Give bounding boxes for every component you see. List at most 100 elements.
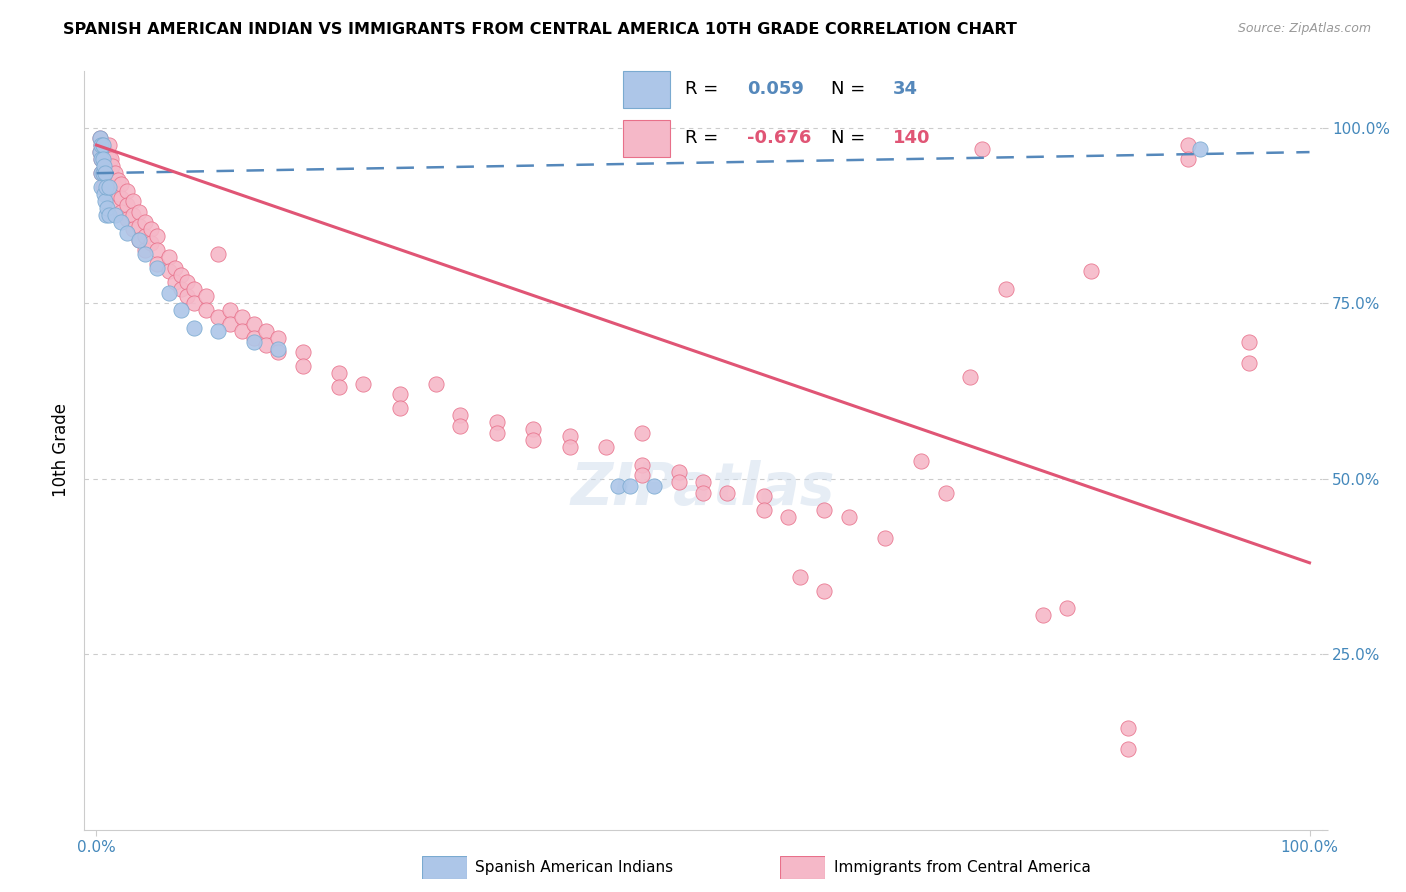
Text: Source: ZipAtlas.com: Source: ZipAtlas.com xyxy=(1237,22,1371,36)
Point xyxy=(104,208,127,222)
Point xyxy=(1032,608,1054,623)
Text: N =: N = xyxy=(831,80,870,98)
Point xyxy=(96,152,118,166)
Point xyxy=(558,429,581,443)
Point xyxy=(91,166,114,180)
Point xyxy=(716,485,738,500)
Point xyxy=(170,282,193,296)
Point xyxy=(91,152,114,166)
Point xyxy=(388,387,411,401)
Point xyxy=(194,303,217,318)
Point xyxy=(291,345,314,359)
Point xyxy=(267,342,290,356)
Point xyxy=(89,131,111,145)
Point xyxy=(207,324,229,338)
Point xyxy=(1116,741,1139,756)
Point xyxy=(91,180,114,194)
Point xyxy=(110,215,132,229)
Text: SPANISH AMERICAN INDIAN VS IMMIGRANTS FROM CENTRAL AMERICA 10TH GRADE CORRELATIO: SPANISH AMERICAN INDIAN VS IMMIGRANTS FR… xyxy=(63,22,1017,37)
Point xyxy=(449,418,471,433)
Point xyxy=(1177,152,1199,166)
Point xyxy=(93,159,115,173)
Point xyxy=(388,401,411,416)
Point xyxy=(115,226,138,240)
Point xyxy=(101,159,124,173)
Point xyxy=(631,425,654,440)
Point xyxy=(157,264,180,278)
Text: ZIPatlas: ZIPatlas xyxy=(571,460,835,516)
Point xyxy=(619,478,641,492)
Text: Spanish American Indians: Spanish American Indians xyxy=(475,861,673,875)
Point xyxy=(692,475,714,489)
Point xyxy=(128,204,150,219)
Point xyxy=(89,131,111,145)
Point xyxy=(134,247,156,261)
Point xyxy=(607,478,630,492)
Text: R =: R = xyxy=(685,80,724,98)
Point xyxy=(267,331,290,345)
Y-axis label: 10th Grade: 10th Grade xyxy=(52,403,70,498)
Point xyxy=(219,303,242,318)
Point xyxy=(93,142,115,156)
Point xyxy=(485,425,508,440)
Point xyxy=(134,229,156,244)
Point xyxy=(959,369,981,384)
Point xyxy=(110,177,132,191)
Point xyxy=(115,211,138,226)
Point xyxy=(90,180,112,194)
Point xyxy=(449,409,471,423)
Text: 34: 34 xyxy=(893,80,918,98)
Point xyxy=(352,376,374,391)
Point xyxy=(1237,334,1260,349)
Point xyxy=(107,187,129,202)
Point xyxy=(134,215,156,229)
Text: 0.059: 0.059 xyxy=(747,80,804,98)
Point xyxy=(128,233,150,247)
Point xyxy=(935,485,957,500)
Point xyxy=(157,251,180,265)
Point xyxy=(1116,721,1139,735)
Point xyxy=(96,159,118,173)
Point xyxy=(183,282,205,296)
Point xyxy=(231,324,253,338)
Point xyxy=(643,478,665,492)
Point xyxy=(107,173,129,187)
Point xyxy=(100,152,122,166)
Point xyxy=(90,152,112,166)
Point xyxy=(1080,264,1102,278)
Point xyxy=(115,198,138,212)
Point xyxy=(789,570,811,584)
Point xyxy=(110,204,132,219)
Point xyxy=(1177,138,1199,153)
Point xyxy=(328,366,350,380)
Point xyxy=(90,138,112,153)
Point xyxy=(134,244,156,258)
Point xyxy=(910,454,932,468)
Point xyxy=(97,180,120,194)
Point xyxy=(146,257,169,271)
Bar xyxy=(623,120,671,157)
Point xyxy=(291,359,314,374)
Point xyxy=(1237,356,1260,370)
Point xyxy=(97,152,120,166)
Point xyxy=(170,268,193,282)
Point xyxy=(146,260,169,275)
Point xyxy=(91,138,114,153)
Point xyxy=(522,422,544,436)
Point xyxy=(328,380,350,394)
Point xyxy=(90,166,112,180)
Point xyxy=(101,173,124,187)
Point xyxy=(165,275,187,289)
Point xyxy=(97,208,120,222)
Point xyxy=(104,194,127,209)
Point xyxy=(243,331,266,345)
Point xyxy=(522,433,544,447)
Point xyxy=(668,465,690,479)
Text: Immigrants from Central America: Immigrants from Central America xyxy=(834,861,1091,875)
Point xyxy=(838,510,860,524)
Point xyxy=(100,166,122,180)
Point xyxy=(146,229,169,244)
Point xyxy=(1056,601,1078,615)
Point xyxy=(243,317,266,331)
Bar xyxy=(623,70,671,108)
